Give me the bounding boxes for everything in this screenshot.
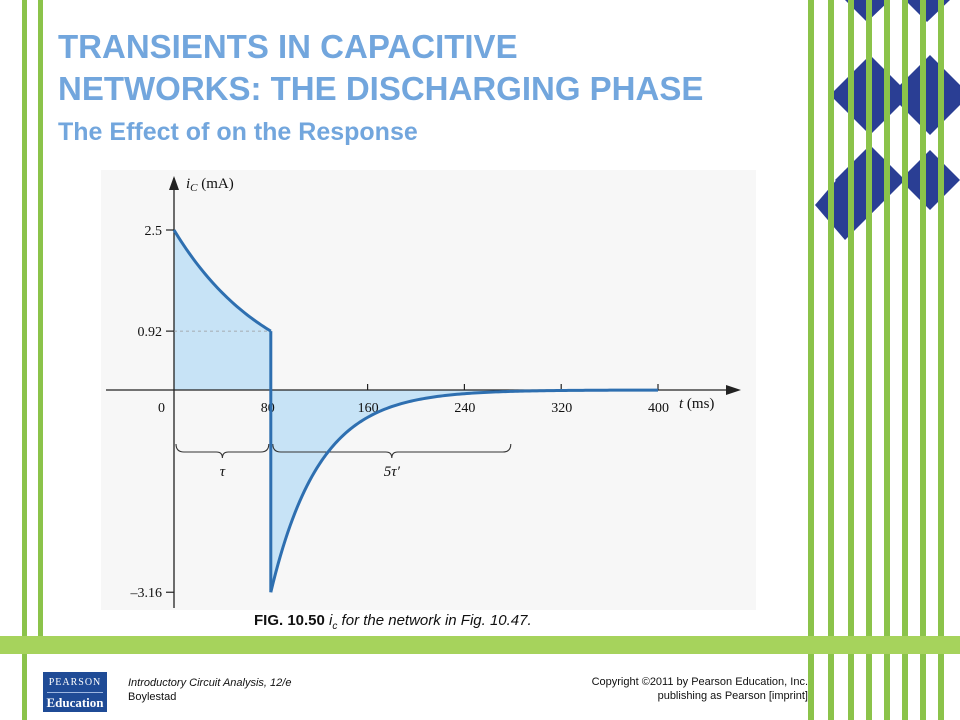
caption-sub: c [332,621,338,632]
bracket-label-0: τ [220,464,226,480]
x-tick-label-240: 240 [454,401,475,416]
logo-top-text: PEARSON [48,677,102,688]
discharging-area [270,390,658,593]
bracket-label-1: 5τ′ [384,464,401,480]
logo-divider [47,692,103,693]
x-tick-label-400: 400 [648,401,669,416]
y-axis-unit: (mA) [198,176,234,192]
footer-copyright-line2: publishing as Pearson [imprint] [657,690,808,702]
figure-caption: FIG. 10.50 ic for the network in Fig. 10… [254,612,532,632]
footer-copyright: Copyright ©2011 by Pearson Education, In… [592,675,808,703]
bracket-0 [175,443,270,459]
footer-author: Boylestad [128,691,177,703]
footer-copyright-line1: Copyright ©2011 by Pearson Education, In… [591,676,808,688]
y-axis-var: i [186,176,190,192]
caption-fig-number: FIG. 10.50 [254,612,330,629]
x-tick-label-0: 0 [158,401,165,416]
charging-area [174,230,271,390]
pearson-logo: PEARSON Education [43,672,107,712]
green-horizontal-band [0,636,960,654]
figure-panel: 0 80 160 240 320 400 2.5 0.92 –3.16 τ 5τ′ iC (mA) … [101,170,756,610]
x-tick-label-320: 320 [551,401,572,416]
slide-subtitle: The Effect of on the Response [58,118,418,146]
y-tick-label-2.5: 2.5 [145,224,163,239]
bracket-1 [272,443,512,459]
x-tick-label-160: 160 [358,401,379,416]
slide-title-line-2: NETWORKS: THE DISCHARGING PHASE [58,70,704,107]
x-tick-label-80: 80 [261,401,275,416]
y-axis-arrow [169,176,179,190]
x-axis-arrow [726,385,741,395]
logo-bottom-text: Education [46,695,104,710]
y-tick-label-0.92: 0.92 [138,325,163,340]
footer-book-title: Introductory Circuit Analysis, 12/e [128,677,292,689]
y-axis-sub: C [190,182,198,194]
x-axis-unit: (ms) [683,396,714,412]
curve-charging [172,229,272,333]
caption-text: for the network in Fig. 10.47. [337,612,532,629]
x-axis-label: t (ms) [679,396,714,412]
chart-marks [172,229,659,593]
caption-var: i [329,612,333,629]
y-axis-label: iC (mA) [186,176,234,194]
curve-discharging [269,388,659,593]
green-vertical-stripes [22,0,944,720]
slide-title-line-1: TRANSIENTS IN CAPACITIVE [58,28,518,65]
x-axis-var: t [679,396,684,412]
footer-book-info: Introductory Circuit Analysis, 12/e Boyl… [128,676,291,704]
y-tick-label-–3.16: –3.16 [130,586,163,601]
